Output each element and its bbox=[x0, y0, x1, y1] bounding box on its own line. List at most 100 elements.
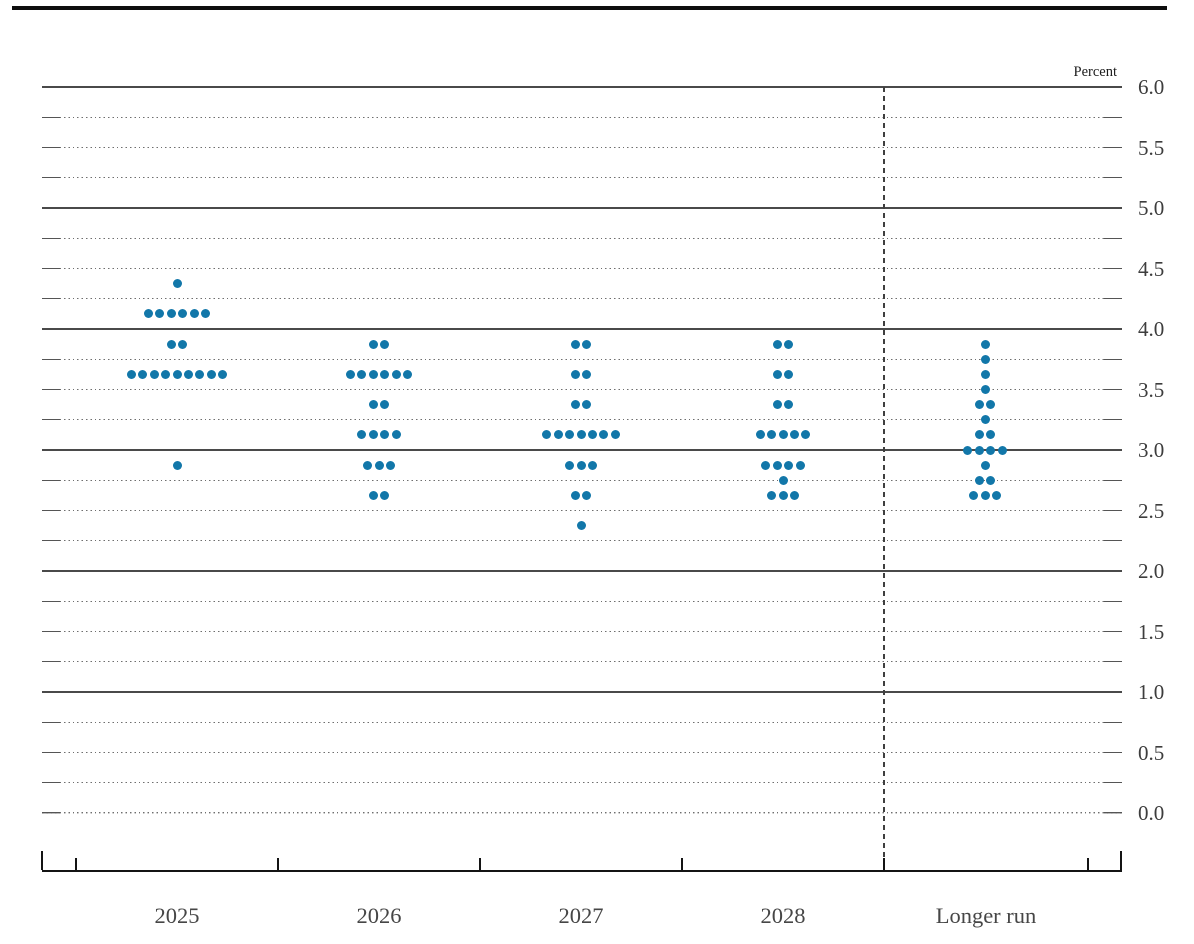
projection-dot bbox=[565, 460, 575, 470]
projection-dot bbox=[991, 490, 1001, 500]
gridline-dotted bbox=[42, 267, 1122, 270]
projection-dot bbox=[576, 460, 586, 470]
y-tick-label: 2.0 bbox=[1138, 559, 1165, 583]
projection-dot bbox=[576, 521, 586, 531]
projection-dot bbox=[385, 460, 395, 470]
y-tick-label: 3.5 bbox=[1138, 377, 1165, 402]
gridline-dotted bbox=[42, 177, 1122, 179]
gridline-dotted bbox=[42, 479, 1122, 481]
projection-dot bbox=[126, 369, 136, 379]
gridline-dotted bbox=[42, 540, 1122, 542]
projection-dot bbox=[997, 445, 1007, 455]
projection-dot bbox=[570, 490, 580, 500]
y-tick-label: 5.5 bbox=[1138, 135, 1165, 160]
projection-dot bbox=[144, 309, 153, 319]
y-tick-label: 0.0 bbox=[1138, 801, 1165, 825]
gridline-dotted bbox=[42, 237, 1122, 239]
projection-dot bbox=[201, 309, 210, 319]
gridline-dotted bbox=[42, 812, 1122, 814]
projection-dot bbox=[974, 400, 984, 410]
projection-dot bbox=[778, 475, 788, 485]
projection-dot bbox=[778, 490, 788, 500]
y-tick-label: 5.0 bbox=[1138, 196, 1165, 220]
longer-run-separator-line bbox=[883, 87, 885, 872]
x-axis-tick bbox=[277, 858, 279, 870]
gridline-solid bbox=[42, 86, 1122, 88]
y-tick-label: 1.5 bbox=[1138, 619, 1165, 644]
projection-dot bbox=[570, 369, 580, 379]
projection-dot bbox=[368, 490, 378, 500]
x-category-label: 2027 bbox=[558, 903, 604, 928]
projection-dot bbox=[368, 430, 378, 440]
gridline-dotted bbox=[42, 298, 1122, 300]
projection-dot bbox=[206, 369, 216, 379]
projection-dot bbox=[368, 339, 378, 349]
projection-dot bbox=[195, 369, 205, 379]
gridline-solid bbox=[42, 328, 1122, 330]
gridline-dotted bbox=[42, 630, 1122, 633]
x-axis-tick bbox=[1120, 851, 1122, 870]
projection-dot bbox=[172, 460, 182, 470]
gridline-dotted bbox=[42, 146, 1122, 149]
y-tick-label: 0.5 bbox=[1138, 740, 1165, 765]
gridline-dotted bbox=[42, 782, 1122, 784]
projection-dot bbox=[778, 430, 788, 440]
projection-dot bbox=[380, 400, 390, 410]
projection-dot bbox=[363, 460, 373, 470]
gridline-dotted bbox=[42, 751, 1122, 754]
y-tick-label: 4.5 bbox=[1138, 256, 1165, 281]
gridline-dotted bbox=[42, 600, 1122, 602]
projection-dot bbox=[183, 369, 193, 379]
projection-dot bbox=[380, 430, 390, 440]
projection-dot bbox=[380, 490, 390, 500]
projection-dot bbox=[980, 369, 990, 379]
projection-dot bbox=[986, 400, 996, 410]
projection-dot bbox=[553, 430, 563, 440]
projection-dot bbox=[784, 460, 794, 470]
projection-dot bbox=[582, 339, 592, 349]
projection-dot bbox=[357, 369, 367, 379]
gridline-dotted bbox=[42, 661, 1122, 663]
x-category-label: 2028 bbox=[760, 903, 806, 928]
projection-dot bbox=[772, 460, 782, 470]
projection-dot bbox=[755, 430, 765, 440]
y-tick-label: 6.0 bbox=[1138, 75, 1165, 99]
projection-dot bbox=[974, 475, 984, 485]
projection-dot bbox=[357, 430, 367, 440]
projection-dot bbox=[980, 354, 990, 364]
gridline-dotted bbox=[42, 116, 1122, 118]
projection-dot bbox=[570, 400, 580, 410]
projection-dot bbox=[582, 400, 592, 410]
projection-dot bbox=[166, 309, 176, 319]
projection-dot bbox=[161, 369, 171, 379]
projection-dot bbox=[980, 490, 990, 500]
y-tick-label: 2.5 bbox=[1138, 498, 1165, 523]
top-border-rule bbox=[12, 6, 1167, 10]
projection-dot bbox=[166, 339, 176, 349]
projection-dot bbox=[784, 400, 794, 410]
projection-dot bbox=[767, 490, 777, 500]
gridline-solid bbox=[42, 691, 1122, 693]
gridline-solid bbox=[42, 449, 1122, 451]
projection-dot bbox=[576, 430, 586, 440]
projection-dot bbox=[974, 445, 984, 455]
gridline-dotted bbox=[42, 721, 1122, 723]
projection-dot bbox=[795, 460, 805, 470]
projection-dot bbox=[346, 369, 355, 379]
projection-dot bbox=[582, 369, 592, 379]
projection-dot bbox=[784, 339, 794, 349]
projection-dot bbox=[789, 430, 799, 440]
x-axis-tick bbox=[681, 858, 683, 870]
projection-dot bbox=[155, 309, 165, 319]
projection-dot bbox=[403, 369, 412, 379]
y-tick-label: 3.0 bbox=[1138, 438, 1165, 462]
projection-dot bbox=[986, 445, 996, 455]
projection-dot bbox=[986, 430, 996, 440]
gridline-dotted bbox=[42, 358, 1122, 360]
gridline-dotted bbox=[42, 388, 1122, 391]
x-category-label: 2025 bbox=[154, 903, 200, 928]
y-axis-units-label: Percent bbox=[1073, 64, 1117, 80]
projection-dot bbox=[986, 475, 996, 485]
gridline-dotted bbox=[42, 419, 1122, 421]
